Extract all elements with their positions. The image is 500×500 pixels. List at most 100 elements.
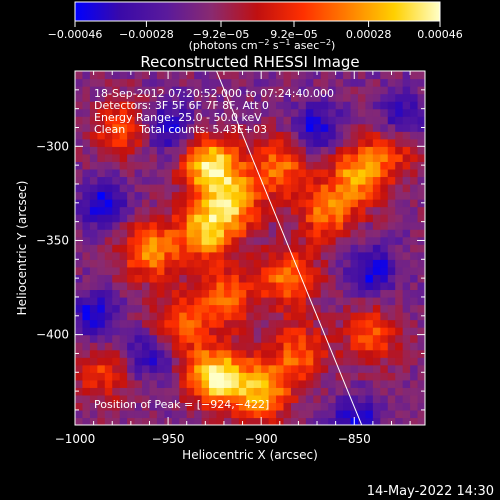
- heatmap-cell: [142, 78, 151, 87]
- heatmap-cell: [104, 138, 113, 147]
- heatmap-cell: [305, 409, 314, 419]
- heatmap-cell: [216, 229, 225, 238]
- heatmap-cell: [313, 372, 322, 381]
- heatmap-cell: [276, 372, 285, 381]
- heatmap-cell: [402, 93, 411, 102]
- heatmap-cell: [395, 281, 404, 291]
- heatmap-cell: [209, 372, 218, 381]
- heatmap-cell: [335, 221, 344, 230]
- heatmap-cell: [231, 281, 240, 291]
- heatmap-cell: [104, 394, 113, 403]
- heatmap-cell: [276, 244, 285, 253]
- heatmap-cell: [365, 304, 374, 313]
- heatmap-cell: [223, 364, 232, 373]
- heatmap-cell: [156, 199, 165, 208]
- heatmap-cell: [231, 251, 240, 260]
- heatmap-cell: [223, 199, 232, 208]
- heatmap-cell: [194, 244, 203, 253]
- heatmap-cell: [127, 214, 136, 223]
- heatmap-cell: [283, 101, 292, 110]
- heatmap-cell: [402, 387, 411, 396]
- heatmap-cell: [417, 146, 425, 155]
- heatmap-cell: [179, 417, 188, 425]
- heatmap-cell: [357, 199, 367, 208]
- heatmap-cell: [231, 93, 240, 102]
- heatmap-cell: [209, 116, 218, 125]
- heatmap-cell: [253, 176, 262, 185]
- heatmap-cell: [305, 417, 314, 425]
- heatmap-cell: [216, 334, 225, 343]
- heatmap-cell: [201, 236, 210, 245]
- heatmap-cell: [179, 327, 188, 336]
- heatmap-cell: [328, 199, 337, 208]
- heatmap-cell: [410, 409, 419, 419]
- heatmap-cell: [283, 146, 292, 155]
- heatmap-cell: [142, 289, 151, 298]
- heatmap-cell: [216, 93, 225, 102]
- heatmap-cell: [320, 259, 329, 268]
- heatmap-cell: [142, 251, 151, 260]
- heatmap-cell: [97, 289, 106, 298]
- heatmap-cell: [253, 394, 262, 403]
- heatmap-cell: [75, 259, 84, 268]
- heatmap-cell: [97, 183, 106, 193]
- heatmap-cell: [357, 101, 367, 110]
- heatmap-cell: [231, 123, 240, 132]
- heatmap-cell: [380, 176, 389, 185]
- heatmap-cell: [231, 161, 240, 170]
- heatmap-cell: [276, 168, 285, 178]
- heatmap-cell: [365, 394, 374, 403]
- heatmap-cell: [171, 304, 180, 313]
- heatmap-cell: [201, 86, 210, 95]
- heatmap-cell: [410, 71, 419, 80]
- heatmap-cell: [142, 402, 151, 411]
- heatmap-cell: [253, 281, 262, 291]
- heatmap-cell: [149, 138, 158, 147]
- heatmap-cell: [112, 229, 121, 238]
- heatmap-cell: [134, 266, 143, 275]
- heatmap-cell: [112, 191, 121, 200]
- heatmap-cell: [179, 402, 188, 411]
- heatmap-cell: [194, 251, 203, 260]
- heatmap-cell: [104, 319, 113, 328]
- heatmap-cell: [298, 199, 307, 208]
- heatmap-cell: [395, 78, 404, 87]
- heatmap-cell: [395, 123, 404, 132]
- heatmap-cell: [313, 319, 322, 328]
- heatmap-cell: [276, 296, 285, 306]
- heatmap-cell: [410, 78, 419, 87]
- heatmap-cell: [82, 357, 91, 366]
- heatmap-cell: [268, 86, 277, 95]
- plot-frame: [74, 70, 426, 426]
- heatmap-cell: [283, 357, 292, 366]
- heatmap-cell: [156, 101, 165, 110]
- heatmap-cell: [119, 214, 128, 223]
- heatmap-cell: [298, 101, 307, 110]
- heatmap-cell: [246, 78, 255, 87]
- heatmap-cell: [179, 349, 188, 358]
- heatmap-cell: [298, 244, 307, 253]
- heatmap-cell: [238, 364, 247, 373]
- heatmap-cell: [112, 251, 121, 260]
- heatmap-cell: [156, 191, 165, 200]
- heatmap-cell: [119, 334, 128, 343]
- heatmap-cell: [290, 221, 300, 230]
- heatmap-cell: [119, 251, 128, 260]
- heatmap-cell: [283, 108, 292, 117]
- heatmap-cell: [89, 199, 98, 208]
- heatmap-cell: [283, 266, 292, 275]
- heatmap-cell: [231, 176, 240, 185]
- heatmap-cell: [253, 274, 262, 283]
- heatmap-cell: [104, 206, 113, 215]
- heatmap-cell: [350, 259, 359, 268]
- heatmap-cell: [335, 86, 344, 95]
- heatmap-cell: [246, 394, 255, 403]
- heatmap-cell: [417, 259, 425, 268]
- heatmap-cell: [119, 387, 128, 396]
- heatmap-cell: [238, 93, 247, 102]
- heatmap-cell: [320, 123, 329, 132]
- heatmap-cell: [276, 327, 285, 336]
- heatmap-cell: [231, 349, 240, 358]
- heatmap-cell: [209, 312, 218, 321]
- heatmap-cell: [365, 93, 374, 102]
